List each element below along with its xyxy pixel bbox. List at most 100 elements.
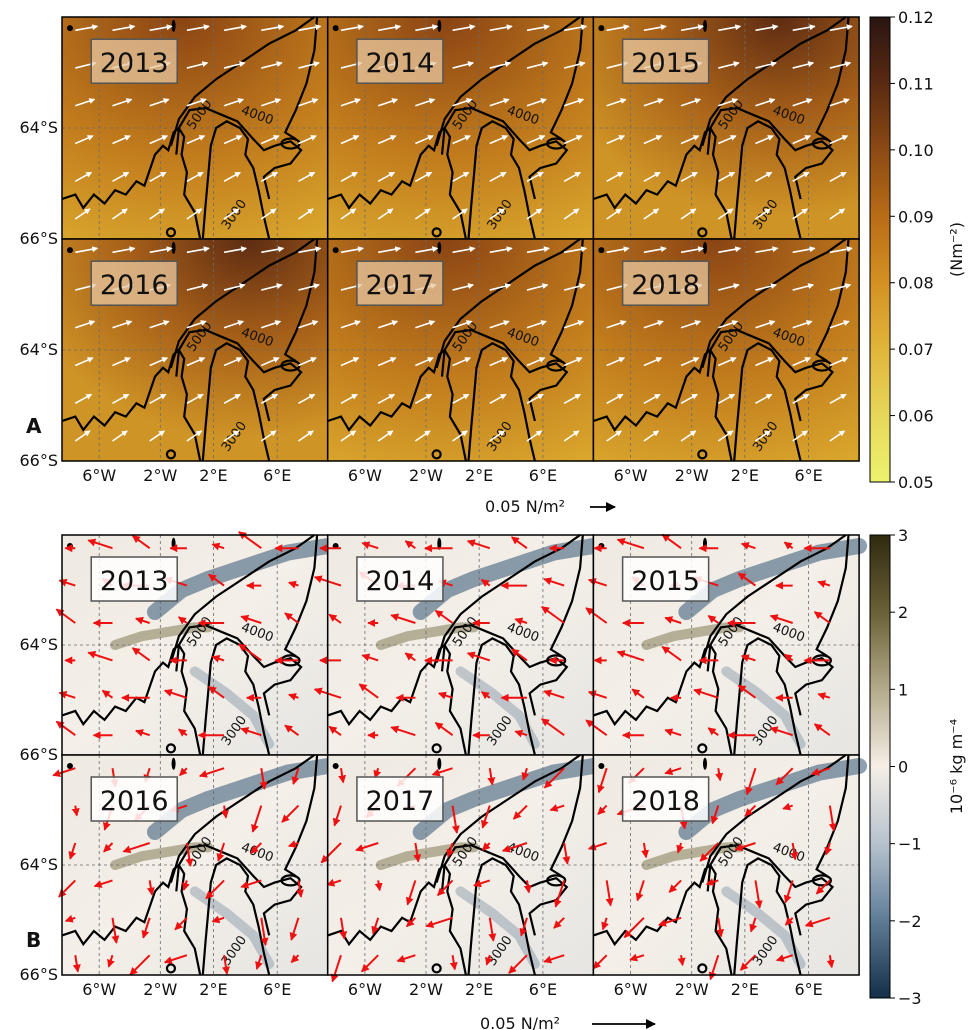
wind-vector [480, 805, 491, 829]
seamount-contour [431, 449, 442, 460]
wind-vector [74, 208, 91, 220]
wind-vector [718, 24, 742, 32]
wind-vector [431, 767, 453, 777]
wind-vector [829, 61, 852, 69]
wind-vector [717, 171, 736, 182]
wind-vector [186, 98, 207, 107]
seamount-contour [598, 247, 605, 254]
wind-vector [328, 725, 342, 737]
wind-vector [680, 430, 697, 442]
wind-vector [784, 917, 794, 926]
bathymetry-contour [327, 126, 467, 240]
wind-vector [340, 135, 360, 145]
longitude-tick-label: 2°E [465, 980, 493, 999]
wind-vector [377, 320, 399, 329]
wind-vector [290, 954, 300, 963]
bathymetry-contour-5000 [435, 534, 581, 663]
seamount-contour [165, 449, 177, 460]
year-label: 2015 [631, 48, 700, 79]
negative-curl-band [455, 886, 540, 969]
wind-vector [616, 538, 645, 550]
seamount-contour [437, 19, 442, 32]
bathymetry-contour [327, 863, 467, 976]
colorbar-tick-label: −3 [898, 989, 922, 1008]
wind-vector [446, 842, 455, 858]
seamount-contour [171, 757, 176, 770]
seamount-contour [546, 874, 567, 887]
wind-vector [298, 98, 319, 107]
wind-vector [298, 430, 314, 442]
negative-curl-band [721, 886, 806, 969]
wind-vector [755, 357, 774, 367]
colorbar-tick-label: 0.10 [898, 141, 934, 160]
wind-vector [149, 135, 169, 145]
bathymetry-contour [549, 16, 584, 141]
wind-vector [149, 208, 166, 220]
wind-vector [211, 654, 225, 663]
year-label-box [356, 776, 444, 822]
wind-vector [616, 650, 645, 662]
wind-vector [769, 726, 793, 737]
wind-vector [361, 541, 379, 550]
wind-vector [223, 135, 243, 145]
wind-vector [606, 430, 623, 442]
wind-vector [526, 24, 550, 32]
wind-vector [526, 283, 549, 291]
wind-vector [107, 954, 115, 968]
wind-vector [489, 430, 506, 442]
colorbar-tick-label: −2 [898, 912, 922, 931]
wind-vector [414, 393, 433, 404]
wind-vector [298, 283, 320, 291]
wind-vector [543, 954, 565, 964]
wind-vector [223, 357, 243, 367]
bathymetry-contour-4000 [440, 328, 569, 422]
wind-vector [508, 954, 528, 974]
wind-vector [815, 879, 831, 895]
wind-vector [643, 135, 663, 145]
wind-vector [452, 24, 476, 32]
latitude-tick-label: 64°S [19, 855, 58, 874]
year-label-box [356, 260, 444, 306]
seamount-contour [280, 874, 301, 887]
wind-vector [783, 541, 794, 550]
wind-vector [406, 917, 417, 928]
wind-vector [174, 917, 188, 931]
year-label-box [90, 38, 178, 84]
wind-vector [298, 320, 319, 329]
wind-vector [223, 171, 241, 182]
colorbar-tick-label: 1 [898, 680, 908, 699]
wind-vector [755, 135, 774, 145]
wind-vector [146, 880, 155, 896]
latitude-tick-label: 66°S [19, 451, 58, 470]
wind-vector [93, 879, 113, 888]
wind-vector [404, 540, 416, 550]
wind-vector [562, 842, 571, 865]
wind-vector [480, 691, 491, 700]
seamount-contour [332, 25, 339, 32]
wind-vector [740, 654, 756, 662]
wind-vector [792, 171, 810, 182]
wind-vector [377, 135, 397, 145]
bathymetry-contour-5000 [435, 238, 581, 369]
bathymetry-contour-5000 [701, 534, 847, 663]
wind-vector [744, 804, 757, 817]
wind-vector [223, 430, 240, 442]
wind-vector [434, 722, 454, 737]
wind-vector [338, 768, 347, 784]
wind-vector [373, 767, 382, 779]
wind-vector [332, 805, 342, 827]
seamount-contour [702, 757, 707, 770]
wind-vector [755, 320, 776, 329]
wind-vector [186, 430, 203, 442]
wind-vector [186, 320, 207, 329]
wind-vector [452, 98, 473, 107]
year-label: 2013 [100, 48, 169, 79]
bathymetry-contour [549, 238, 584, 363]
wind-vector [563, 98, 585, 107]
wind-vector [710, 805, 720, 825]
wind-vector [298, 24, 322, 32]
